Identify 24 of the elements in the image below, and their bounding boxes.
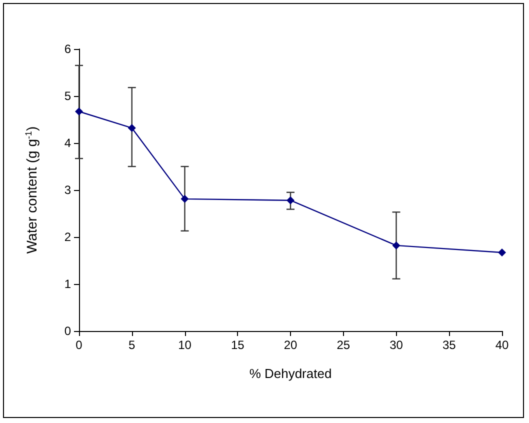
point bbox=[128, 124, 136, 132]
y-tick-label: 1 bbox=[64, 277, 72, 291]
y-tick-label: 6 bbox=[64, 42, 72, 56]
y-tick-label: 3 bbox=[64, 183, 72, 197]
x-tick-label: 15 bbox=[230, 338, 245, 352]
point bbox=[392, 241, 400, 250]
x-tick-label: 20 bbox=[284, 338, 298, 352]
point bbox=[286, 196, 294, 204]
x-tick-label: 35 bbox=[442, 338, 456, 352]
x-tick-label: 5 bbox=[128, 338, 136, 352]
x-tick-label: 30 bbox=[390, 338, 404, 352]
point bbox=[498, 248, 506, 257]
y-tick-label: 5 bbox=[64, 89, 72, 103]
point bbox=[75, 108, 83, 116]
y-axis-title: Water content (g g-1) bbox=[24, 126, 40, 254]
x-tick-label: 25 bbox=[336, 338, 350, 352]
y-tick-label: 0 bbox=[64, 324, 72, 338]
x-axis-title: % Dehydrated bbox=[249, 366, 332, 381]
y-tick-label: 4 bbox=[64, 136, 72, 150]
x-tick-label: 10 bbox=[178, 338, 192, 352]
y-tick-label: 2 bbox=[64, 230, 72, 244]
x-tick-label: 0 bbox=[76, 338, 83, 352]
point bbox=[180, 194, 189, 203]
x-tick-label: 40 bbox=[495, 338, 509, 352]
